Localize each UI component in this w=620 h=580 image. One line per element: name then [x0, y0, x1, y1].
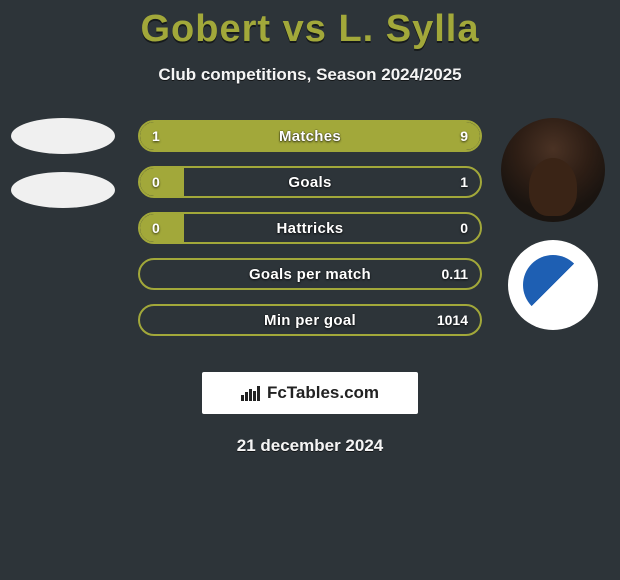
stat-bar: 00Hattricks [138, 212, 482, 244]
stat-bars: 19Matches 01Goals 00Hattricks 0.11Goals per… [138, 120, 482, 350]
stat-label: Goals [140, 168, 480, 196]
stat-label: Matches [140, 122, 480, 150]
subtitle: Club competitions, Season 2024/2025 [0, 65, 620, 85]
bar-chart-icon [241, 385, 261, 401]
brand-label: FcTables.com [267, 383, 379, 403]
stat-bar: 0.11Goals per match [138, 258, 482, 290]
left-club-avatar-placeholder [11, 172, 115, 208]
right-player-column [498, 118, 608, 330]
stat-label: Goals per match [140, 260, 480, 288]
stat-bar: 01Goals [138, 166, 482, 198]
left-player-avatar-placeholder [11, 118, 115, 154]
right-club-badge [508, 240, 598, 330]
page-title: Gobert vs L. Sylla [0, 0, 620, 51]
right-player-avatar [501, 118, 605, 222]
brand-badge: FcTables.com [202, 372, 418, 414]
stat-label: Hattricks [140, 214, 480, 242]
stat-label: Min per goal [140, 306, 480, 334]
date-label: 21 december 2024 [138, 436, 482, 456]
footer: FcTables.com 21 december 2024 [138, 354, 482, 456]
left-player-column [8, 118, 118, 226]
stat-bar: 1014Min per goal [138, 304, 482, 336]
club-badge-inner [523, 255, 583, 315]
stat-bar: 19Matches [138, 120, 482, 152]
